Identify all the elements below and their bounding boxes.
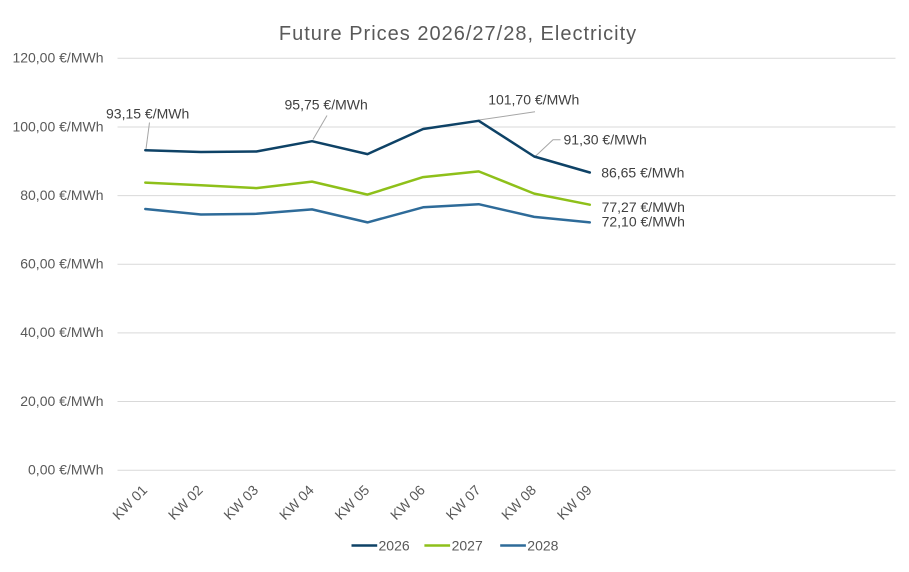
- svg-text:60,00 €/MWh: 60,00 €/MWh: [20, 256, 103, 272]
- svg-text:93,15 €/MWh: 93,15 €/MWh: [106, 106, 189, 122]
- svg-text:95,75 €/MWh: 95,75 €/MWh: [285, 97, 368, 113]
- svg-text:101,70 €/MWh: 101,70 €/MWh: [488, 92, 579, 108]
- svg-text:77,27 €/MWh: 77,27 €/MWh: [602, 199, 685, 215]
- svg-text:0,00 €/MWh: 0,00 €/MWh: [28, 462, 103, 478]
- svg-text:20,00 €/MWh: 20,00 €/MWh: [20, 393, 103, 409]
- svg-text:80,00 €/MWh: 80,00 €/MWh: [20, 187, 103, 203]
- svg-text:91,30 €/MWh: 91,30 €/MWh: [564, 132, 647, 148]
- svg-text:100,00 €/MWh: 100,00 €/MWh: [12, 118, 103, 134]
- svg-text:120,00 €/MWh: 120,00 €/MWh: [12, 50, 103, 66]
- svg-text:72,10 €/MWh: 72,10 €/MWh: [602, 213, 685, 229]
- svg-text:2028: 2028: [527, 538, 558, 554]
- svg-text:Future Prices 2026/27/28, Elec: Future Prices 2026/27/28, Electricity: [279, 23, 637, 45]
- svg-text:40,00 €/MWh: 40,00 €/MWh: [20, 324, 103, 340]
- svg-text:2027: 2027: [452, 538, 483, 554]
- svg-text:86,65 €/MWh: 86,65 €/MWh: [601, 164, 684, 180]
- svg-text:2026: 2026: [379, 538, 410, 554]
